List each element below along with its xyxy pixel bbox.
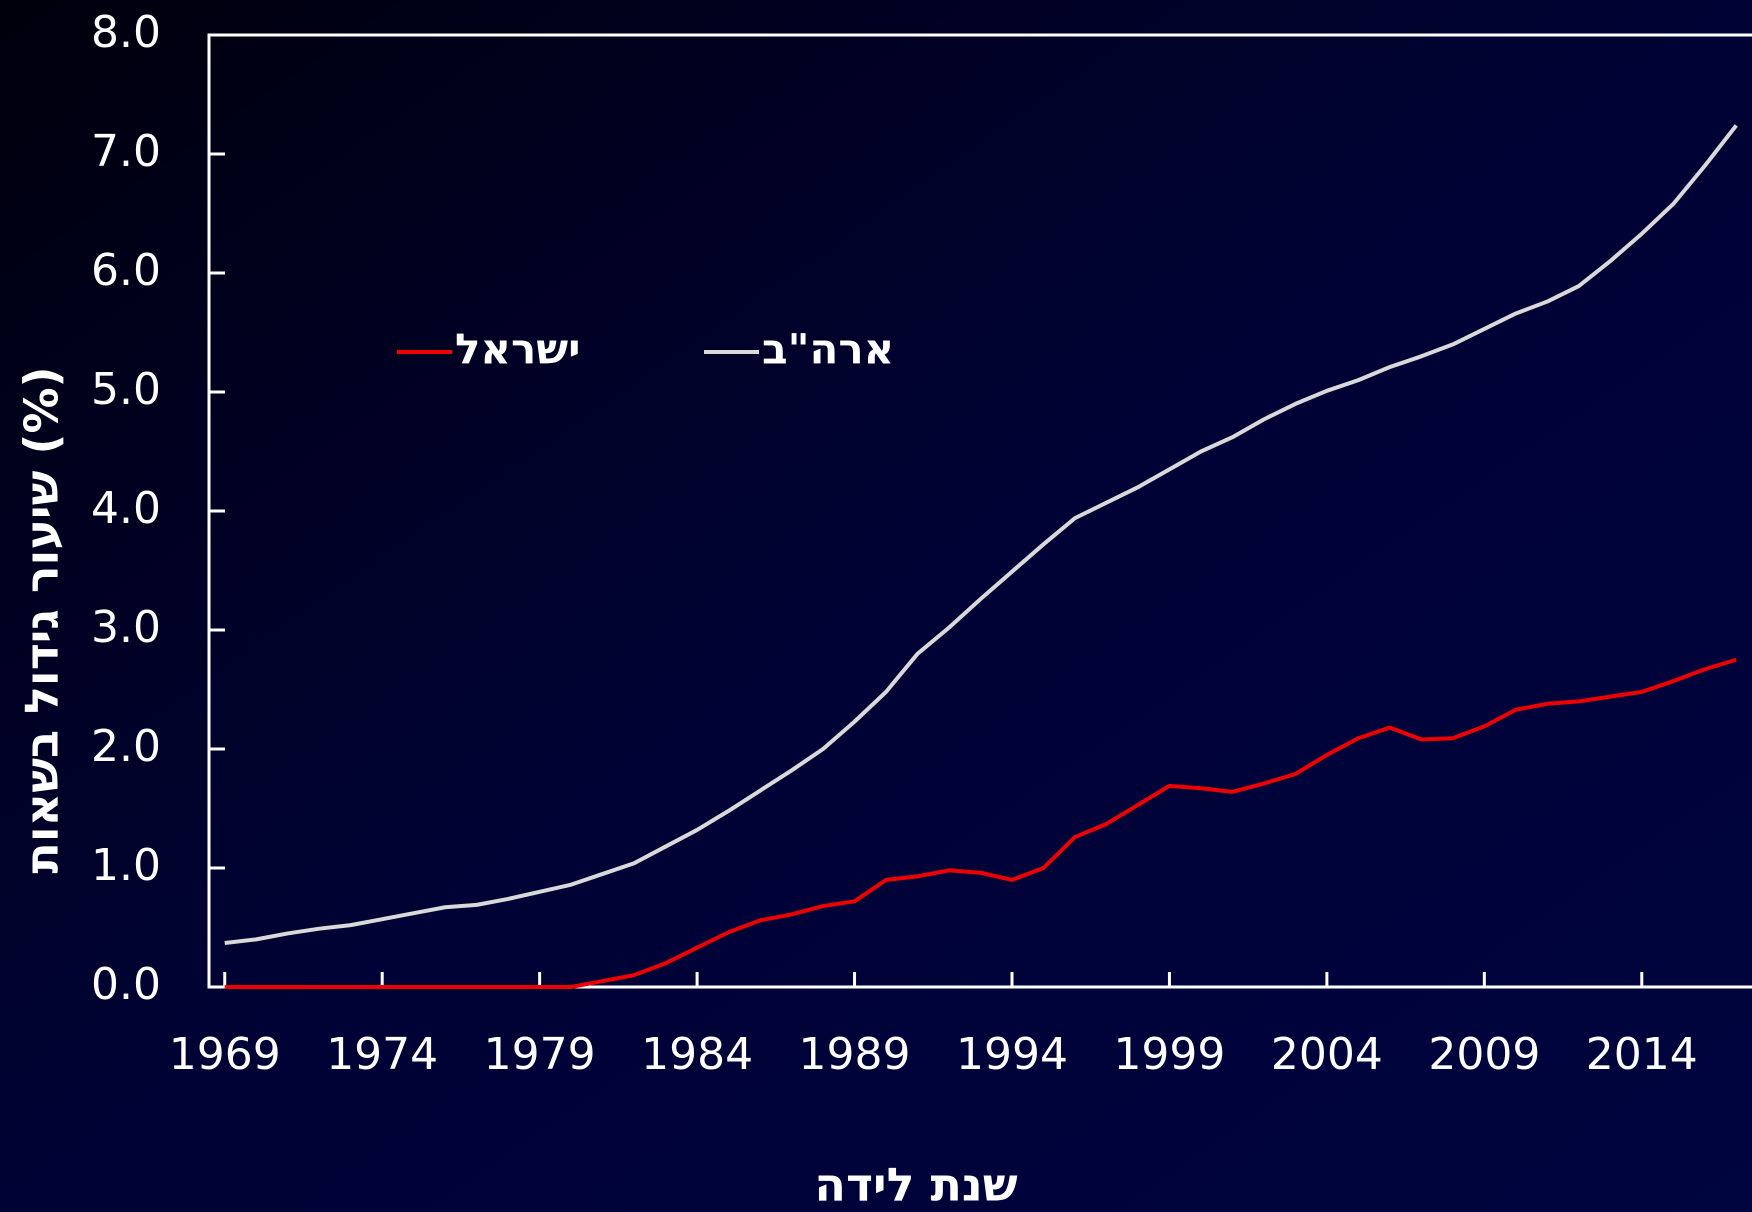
y-tick-label: 4.0 — [91, 483, 161, 534]
y-tick-label: 0.0 — [91, 959, 161, 1010]
y-tick-label: 6.0 — [91, 245, 161, 296]
y-tick-label: 8.0 — [91, 7, 161, 58]
x-tick-label: 2009 — [1428, 1029, 1540, 1080]
x-axis-title: שנת לידה — [814, 1158, 1017, 1212]
data-line — [224, 124, 1738, 945]
y-tick-label: 3.0 — [91, 602, 161, 653]
legend-label: ישראל — [455, 325, 581, 374]
legend-label: ארה"ב — [762, 325, 894, 374]
y-tick-label: 7.0 — [91, 126, 161, 177]
x-tick-label: 1984 — [641, 1029, 753, 1080]
data-line — [224, 657, 1737, 989]
y-tick-label: 1.0 — [91, 840, 161, 891]
x-tick-label: 1969 — [169, 1029, 281, 1080]
x-tick-label: 2004 — [1271, 1029, 1383, 1080]
x-tick-label: 1974 — [326, 1029, 438, 1080]
y-axis-title: שיעור גידול בשאות (%) — [15, 366, 69, 873]
y-tick-label: 2.0 — [91, 721, 161, 772]
x-tick-label: 2014 — [1586, 1029, 1698, 1080]
x-tick-label: 1989 — [799, 1029, 911, 1080]
x-tick-label: 1994 — [956, 1029, 1068, 1080]
x-tick-label: 1979 — [484, 1029, 596, 1080]
y-tick-label: 5.0 — [91, 364, 161, 415]
x-tick-label: 1999 — [1113, 1029, 1225, 1080]
